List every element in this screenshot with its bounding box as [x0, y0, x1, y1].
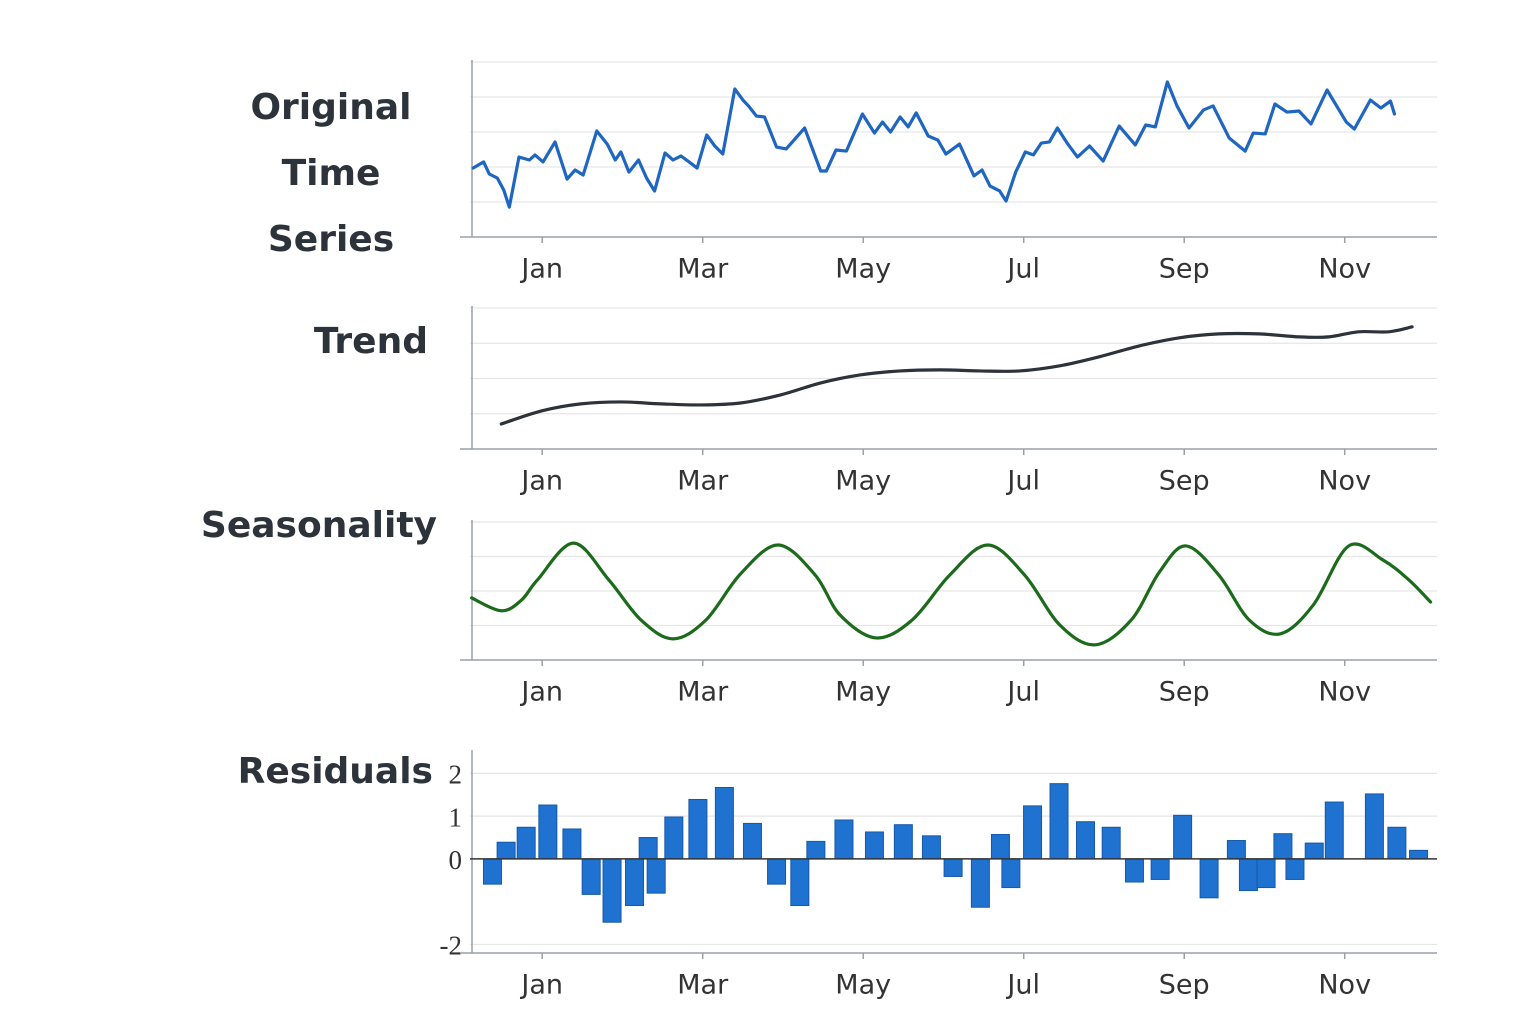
x-tick-label: Mar: [677, 254, 729, 285]
x-tick-label: Jan: [519, 254, 563, 285]
x-tick-label: Sep: [1159, 970, 1210, 1001]
x-tick-label: Mar: [677, 970, 729, 1001]
x-tick-label: Sep: [1159, 677, 1210, 708]
bar: [742, 822, 762, 860]
x-tick-label: May: [835, 254, 891, 285]
panel-title: Residuals: [237, 751, 433, 792]
panel-title: Trend: [313, 321, 428, 362]
bar: [482, 858, 502, 885]
bar: [943, 858, 963, 877]
y-tick-label: 1: [449, 802, 463, 832]
x-tick-label: Jul: [1005, 254, 1040, 285]
bar: [1101, 826, 1121, 860]
bar: [664, 816, 684, 860]
bar: [1226, 840, 1246, 860]
bar: [864, 831, 884, 860]
x-tick-label: Sep: [1159, 254, 1210, 285]
bar: [714, 786, 734, 860]
x-tick-label: May: [835, 677, 891, 708]
bar: [1304, 842, 1324, 860]
bar: [1409, 849, 1429, 860]
bar: [1049, 783, 1069, 860]
bar: [1387, 826, 1407, 860]
bar: [638, 837, 658, 860]
series-line: [470, 541, 1433, 647]
x-tick-label: Nov: [1318, 677, 1371, 708]
bar: [516, 826, 536, 860]
bar: [1173, 814, 1193, 860]
bar: [806, 840, 826, 860]
bar: [562, 828, 582, 860]
x-tick-label: Jul: [1005, 970, 1040, 1001]
bar: [1199, 858, 1219, 899]
x-tick-label: Jul: [1005, 677, 1040, 708]
x-tick-label: Nov: [1318, 466, 1371, 497]
x-tick-label: Jan: [519, 677, 563, 708]
series-line: [499, 325, 1414, 426]
bar: [625, 858, 645, 907]
x-tick-label: May: [835, 466, 891, 497]
bar: [1124, 858, 1144, 883]
bar: [1150, 858, 1170, 880]
bar: [646, 858, 666, 894]
x-tick-label: May: [835, 970, 891, 1001]
bar: [1273, 833, 1293, 860]
x-tick-label: Nov: [1318, 254, 1371, 285]
bar: [688, 798, 708, 860]
y-tick-label: 0: [449, 845, 463, 875]
bar: [1001, 858, 1021, 889]
bar: [1076, 821, 1096, 860]
x-tick-label: Mar: [677, 466, 729, 497]
x-tick-label: Jan: [519, 466, 563, 497]
bar: [1324, 801, 1344, 860]
bar: [893, 824, 913, 860]
bar: [1364, 793, 1384, 860]
x-tick-label: Jul: [1005, 466, 1040, 497]
bar: [496, 841, 516, 860]
bar: [921, 835, 941, 860]
panel-title: Seasonality: [200, 505, 437, 546]
x-tick-label: Mar: [677, 677, 729, 708]
bar: [602, 858, 622, 923]
x-tick-label: Nov: [1318, 970, 1371, 1001]
bar: [834, 819, 854, 860]
series-line: [471, 80, 1397, 209]
bar: [1256, 858, 1276, 889]
bar: [1238, 858, 1258, 892]
bar: [990, 834, 1010, 860]
bar: [1285, 858, 1305, 880]
x-tick-label: Jan: [519, 970, 563, 1001]
bar: [790, 858, 810, 907]
y-tick-label: 2: [449, 760, 463, 790]
panel-title: Original Time Series: [250, 87, 412, 260]
bar: [538, 804, 558, 860]
bar: [1023, 805, 1043, 860]
bar: [581, 858, 601, 895]
bar: [767, 858, 787, 885]
x-tick-label: Sep: [1159, 466, 1210, 497]
y-tick-label: -2: [440, 931, 463, 961]
bar: [970, 858, 990, 908]
